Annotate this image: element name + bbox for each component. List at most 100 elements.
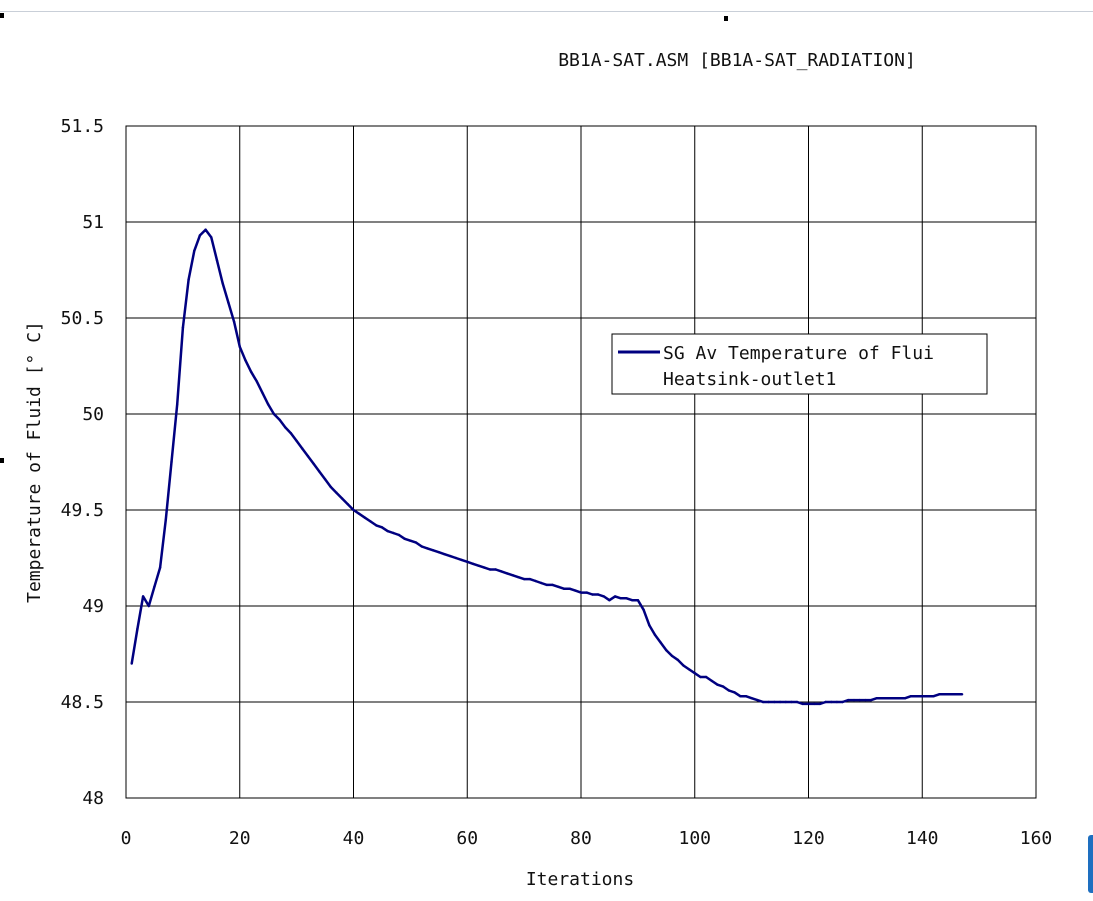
y-axis-label: Temperature of Fluid [° C]: [24, 321, 45, 603]
legend: SG Av Temperature of Flui Heatsink-outle…: [611, 333, 988, 395]
x-axis-ticks: 0 20 40 60 80 100 120 140 160: [121, 828, 1053, 849]
data-point: [386, 529, 389, 533]
data-point: [409, 539, 412, 542]
data-point: [181, 326, 185, 329]
x-tick-label: 0: [121, 828, 132, 849]
x-tick-label: 160: [1020, 828, 1053, 849]
y-axis-ticks: 48 48.5 49 49.5 50 50.5 51 51.5: [61, 116, 104, 809]
data-point: [761, 700, 765, 704]
data-point: [295, 439, 298, 443]
data-point: [574, 589, 577, 592]
data-point: [176, 403, 179, 406]
data-point: [198, 234, 202, 237]
data-point: [505, 572, 509, 575]
data-point: [648, 624, 651, 627]
data-point: [756, 698, 759, 702]
data-point: [886, 697, 890, 700]
data-point: [449, 554, 452, 558]
data-point: [443, 553, 446, 556]
data-point: [932, 695, 935, 698]
data-point: [801, 702, 804, 706]
data-point: [426, 547, 429, 550]
data-point: [227, 301, 230, 304]
data-point: [784, 700, 787, 704]
data-point: [329, 485, 332, 489]
data-point: [517, 576, 520, 579]
data-point: [847, 698, 850, 702]
data-point: [289, 432, 293, 435]
data-point: [585, 591, 588, 594]
chart-title: BB1A-SAT.ASM [BB1A-SAT_RADIATION]: [558, 50, 916, 71]
data-point: [460, 558, 463, 562]
series-line: [130, 228, 963, 706]
legend-label-line1: SG Av Temperature of Flui: [663, 343, 934, 364]
y-tick-label: 49: [82, 596, 104, 617]
data-point: [540, 581, 543, 585]
data-point: [278, 418, 281, 421]
data-point: [898, 697, 901, 700]
data-point: [790, 700, 793, 704]
data-point: [881, 697, 884, 700]
data-point: [392, 531, 395, 535]
data-point: [909, 695, 913, 698]
data-point: [380, 526, 384, 529]
data-point: [568, 587, 571, 590]
selection-handle-marker: [724, 16, 728, 21]
data-point: [699, 675, 702, 679]
data-point: [528, 577, 531, 581]
data-point: [414, 541, 418, 544]
data-point: [511, 574, 514, 577]
window-edge-accent: [1088, 835, 1093, 893]
selection-handle-marker: [0, 458, 4, 463]
data-point: [551, 583, 554, 587]
data-point: [244, 359, 247, 362]
data-point: [938, 693, 941, 696]
data-point: [232, 320, 236, 323]
data-point: [238, 345, 241, 348]
data-point: [642, 608, 645, 611]
data-point: [323, 478, 327, 481]
y-tick-label: 50.5: [61, 308, 104, 329]
data-point: [403, 537, 406, 540]
data-point: [704, 675, 708, 679]
x-tick-label: 60: [456, 828, 478, 849]
series-layer: [130, 228, 964, 706]
data-point: [591, 593, 594, 596]
data-point: [562, 587, 566, 590]
data-point: [727, 689, 731, 692]
data-point: [255, 380, 258, 383]
data-point: [653, 633, 657, 636]
data-point: [830, 700, 833, 704]
data-point: [221, 282, 224, 285]
data-point: [670, 654, 674, 658]
data-point: [773, 700, 776, 704]
data-point: [767, 700, 770, 704]
data-point: [358, 512, 361, 515]
data-point: [619, 597, 622, 600]
data-point: [306, 455, 310, 458]
data-point: [631, 599, 634, 602]
data-point: [204, 228, 207, 231]
data-point: [193, 249, 196, 252]
data-point: [397, 533, 401, 537]
data-point: [955, 693, 958, 696]
data-point: [477, 564, 480, 567]
data-point: [420, 545, 423, 548]
data-point: [261, 391, 264, 395]
data-point: [471, 562, 475, 565]
x-tick-label: 100: [678, 828, 711, 849]
data-point: [312, 462, 315, 466]
y-tick-label: 48: [82, 788, 104, 809]
y-tick-label: 51.5: [61, 116, 104, 137]
data-point: [301, 447, 304, 450]
data-point: [682, 664, 685, 667]
window-top-divider: [0, 11, 1093, 12]
data-point: [807, 702, 810, 706]
data-point: [915, 695, 918, 698]
data-point: [136, 627, 139, 631]
data-point: [579, 591, 583, 594]
data-point: [949, 693, 952, 696]
data-point: [716, 683, 719, 686]
data-point: [215, 259, 219, 262]
